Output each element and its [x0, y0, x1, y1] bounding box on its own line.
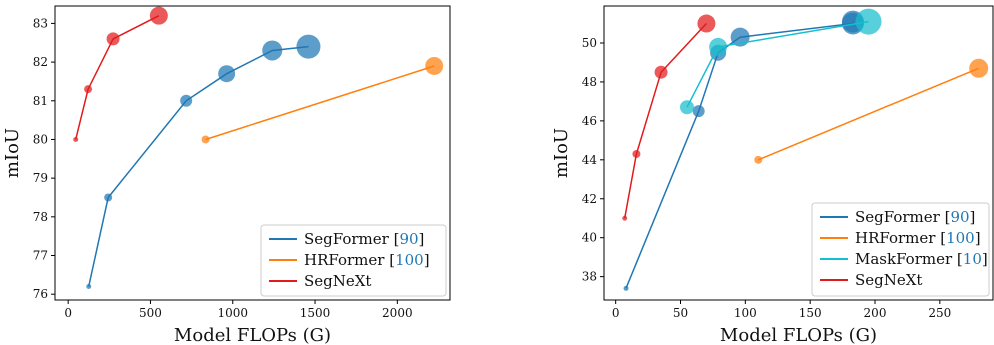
data-point: [104, 193, 113, 202]
data-point: [692, 105, 705, 118]
x-tick-label: 1000: [217, 306, 248, 320]
legend-citation[interactable]: 100: [946, 229, 975, 247]
data-point: [201, 135, 210, 144]
y-axis-label: mIoU: [2, 128, 23, 178]
x-tick-label: 250: [928, 306, 951, 320]
legend-series-name: HRFormer: [855, 229, 936, 247]
legend-citation[interactable]: 90: [399, 230, 418, 248]
legend-series-name: SegFormer: [855, 208, 941, 226]
y-tick-label: 38: [582, 270, 597, 284]
data-point: [969, 58, 989, 78]
x-tick-label: 2000: [382, 306, 413, 320]
data-point: [296, 34, 321, 59]
x-tick-label: 500: [139, 306, 162, 320]
legend-entry: HRFormer [100]: [304, 251, 430, 269]
y-tick-label: 83: [33, 16, 48, 30]
data-point: [73, 136, 79, 142]
x-tick-label: 0: [612, 306, 620, 320]
chart-1: 0 500 1000 1500 2000 76 77 78 79 80 81 82 83 Model FL…: [2, 5, 451, 345]
data-point: [149, 6, 168, 25]
series-segformer: [86, 34, 321, 289]
x-tick-label: 150: [799, 306, 822, 320]
data-point: [654, 65, 668, 79]
y-tick-label: 77: [33, 249, 48, 263]
series-segnext: [73, 6, 168, 142]
x-tick-label: 50: [673, 306, 688, 320]
data-point: [86, 283, 92, 289]
data-point: [425, 56, 444, 75]
legend-entry: SegNeXt: [304, 272, 371, 290]
legend-citation[interactable]: 100: [395, 251, 424, 269]
y-tick-label: 40: [582, 231, 597, 245]
y-tick-label: 42: [582, 192, 597, 206]
chart-2: 0 50 100 150 200 250 38 40 42 44 46 48 50 Model FLOPs…: [551, 5, 994, 345]
legend-entry: HRFormer [100]: [855, 229, 981, 247]
x-tick-label: 100: [734, 306, 757, 320]
data-point: [262, 40, 283, 61]
legend-series-name: HRFormer: [304, 251, 385, 269]
series-line: [623, 22, 707, 219]
series-line: [205, 65, 435, 141]
y-tick-label: 48: [582, 75, 597, 89]
data-point: [855, 8, 882, 35]
y-tick-label: 78: [33, 210, 48, 224]
y-tick-label: 82: [33, 55, 48, 69]
data-point: [218, 65, 236, 83]
y-tick-label: 76: [33, 287, 48, 301]
plot-frame: [603, 5, 994, 301]
y-tick-label: 46: [582, 114, 597, 128]
legend-entry: MaskFormer [10]: [855, 250, 988, 268]
legend-citation[interactable]: 10: [963, 250, 982, 268]
x-axis-label: Model FLOPs (G): [720, 325, 877, 345]
legend-series-name: SegNeXt: [304, 272, 371, 290]
legend-citation[interactable]: 90: [950, 208, 969, 226]
data-point: [709, 37, 728, 56]
x-tick-label: 200: [864, 306, 887, 320]
legend-series-name: MaskFormer: [855, 250, 953, 268]
legend-entry: SegNeXt: [855, 271, 922, 289]
series-line: [74, 15, 160, 140]
data-point: [106, 32, 120, 46]
x-tick-label: 1500: [300, 306, 331, 320]
series-maskformer: [679, 8, 882, 115]
legend-series-name: SegFormer: [304, 230, 390, 248]
data-point: [697, 14, 716, 33]
legend-entry: SegFormer [90]: [304, 230, 424, 248]
data-point: [622, 215, 628, 221]
legend-entry: SegFormer [90]: [855, 208, 975, 226]
data-point: [84, 85, 93, 94]
series-line: [758, 67, 979, 161]
y-tick-label: 44: [582, 153, 598, 167]
plot-frame: [54, 5, 451, 301]
y-axis-label: mIoU: [551, 128, 572, 178]
series-hrformer: [201, 56, 444, 144]
x-tick-label: 0: [64, 306, 72, 320]
x-axis-label: Model FLOPs (G): [174, 325, 331, 345]
data-point: [679, 100, 694, 115]
legend-box: [811, 202, 990, 297]
legend: SegFormer [90] HRFormer [100] MaskFormer […: [811, 202, 990, 297]
data-point: [623, 285, 629, 291]
series-segnext: [622, 14, 716, 221]
legend-series-name: SegNeXt: [855, 271, 922, 289]
legend-box: [260, 224, 447, 297]
y-tick-label: 50: [582, 36, 597, 50]
y-tick-label: 79: [33, 171, 48, 185]
y-tick-label: 80: [33, 132, 48, 146]
y-tick-label: 81: [33, 94, 48, 108]
data-point: [180, 94, 193, 107]
legend: SegFormer [90] HRFormer [100] SegNeXt: [260, 224, 447, 297]
data-point: [754, 155, 763, 164]
series-hrformer: [754, 58, 989, 164]
data-point: [632, 149, 641, 158]
